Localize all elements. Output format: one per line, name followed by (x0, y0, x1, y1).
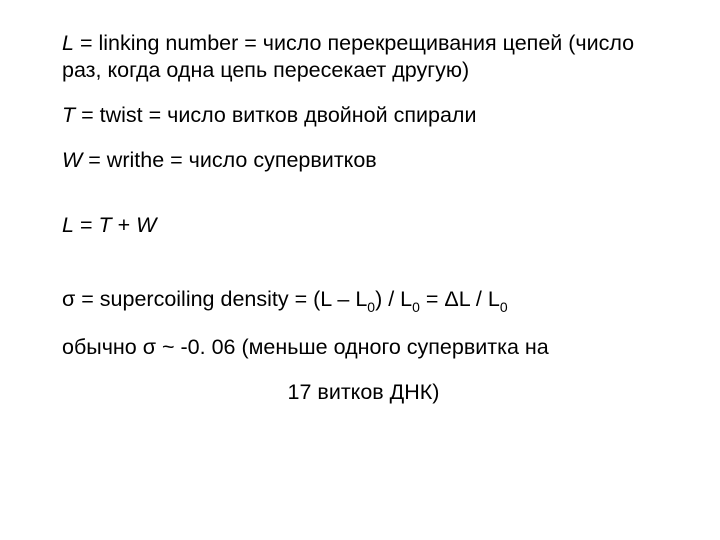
slide: L = linking number = число перекрещивани… (0, 0, 720, 540)
eq-T: T (98, 213, 111, 237)
sigma-typical-value: обычно σ ~ -0. 06 (меньше одного суперви… (62, 334, 665, 361)
sigma-text-b: ) / L (375, 287, 412, 311)
usual-line-a: обычно σ ~ -0. 06 (меньше одного суперви… (62, 335, 549, 359)
text-l1: = linking number = число перекрещивания … (62, 31, 634, 82)
eq-plus: + (112, 213, 137, 237)
var-T: T (62, 103, 75, 127)
definition-writhe: W = writhe = число супервитков (62, 147, 665, 174)
eq-eq: = (74, 213, 99, 237)
var-W: W (62, 148, 82, 172)
sub0-c: 0 (500, 299, 508, 315)
sub0-b: 0 (412, 299, 420, 315)
eq-L: L (62, 213, 74, 237)
var-sigma: σ (62, 287, 75, 311)
eq-W: W (136, 213, 156, 237)
definition-twist: T = twist = число витков двойной спирали (62, 102, 665, 129)
text-l3: = writhe = число супервитков (82, 148, 376, 172)
sigma-text-c: = ΔL / L (420, 287, 500, 311)
sub0-a: 0 (367, 299, 375, 315)
definition-sigma: σ = supercoiling density = (L – L0) / L0… (62, 286, 665, 316)
equation-ltw: L = T + W (62, 212, 665, 239)
text-l2: = twist = число витков двойной спирали (75, 103, 476, 127)
sigma-text-a: = supercoiling density = (L – L (75, 287, 367, 311)
sigma-typical-value-line2: 17 витков ДНК) (62, 379, 665, 406)
usual-line-b: 17 витков ДНК) (288, 380, 440, 404)
definition-linking-number: L = linking number = число перекрещивани… (62, 30, 665, 84)
var-L: L (62, 31, 74, 55)
